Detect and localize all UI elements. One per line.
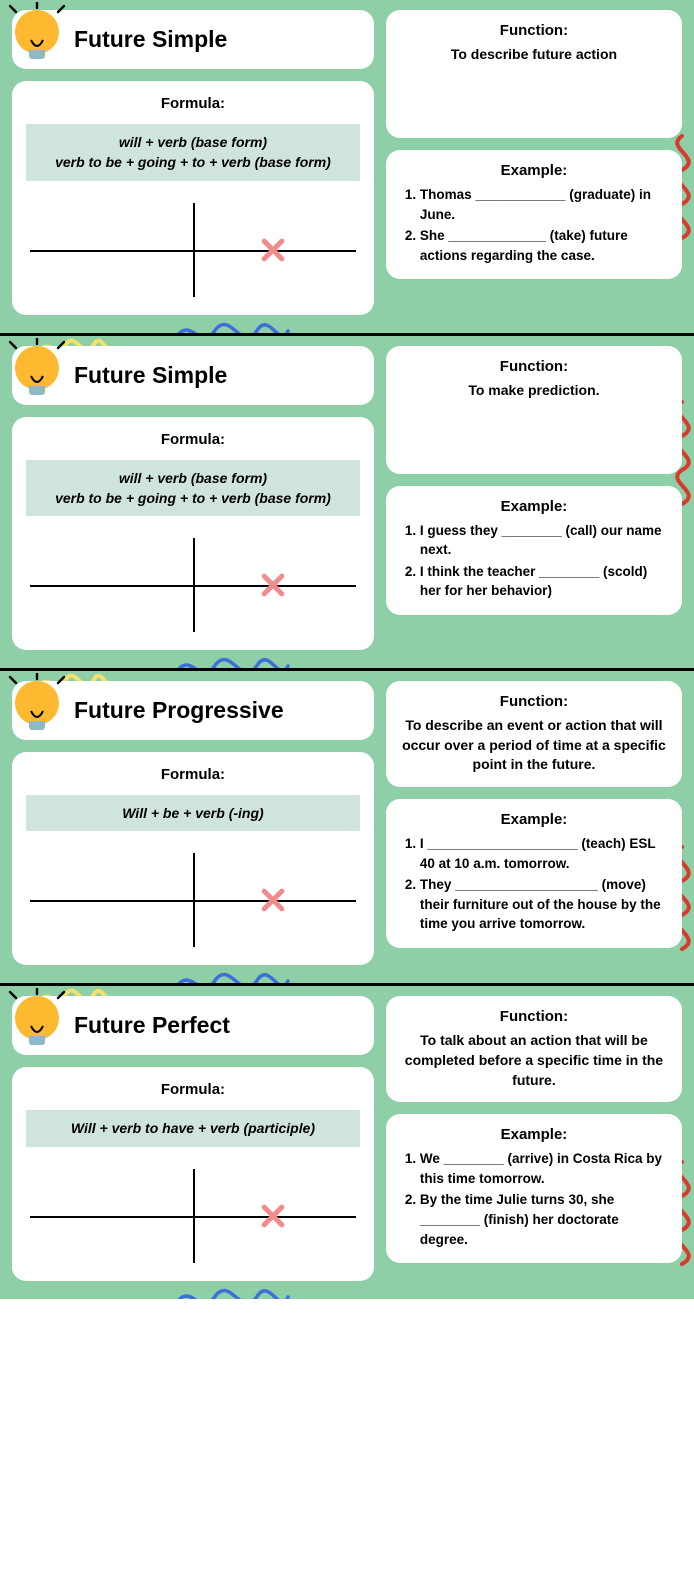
example-item: They ___________________ (move) their fu… xyxy=(420,875,668,934)
formula-text: will + verb (base form)verb to be + goin… xyxy=(26,124,360,181)
example-label: Example: xyxy=(400,1126,668,1143)
formula-card: Formula: Will + be + verb (-ing) xyxy=(12,752,374,965)
function-label: Function: xyxy=(400,693,668,710)
tense-panel: Future Perfect Formula: Will + verb to h… xyxy=(0,983,694,1298)
function-text: To make prediction. xyxy=(400,381,668,401)
lightbulb-icon xyxy=(6,673,68,735)
example-card: Example: Thomas ____________ (graduate) … xyxy=(386,150,682,279)
timeline-diagram xyxy=(26,1161,360,1271)
timeline-x-marker-icon xyxy=(257,1200,289,1232)
function-card: Function: To talk about an action that w… xyxy=(386,996,682,1102)
title-card: Future Progressive xyxy=(12,681,374,740)
example-item: I guess they ________ (call) our name ne… xyxy=(420,521,668,560)
example-item: By the time Julie turns 30, she ________… xyxy=(420,1190,668,1249)
example-list: Thomas ____________ (graduate) in June.S… xyxy=(400,185,668,265)
title-card: Future Simple xyxy=(12,10,374,69)
formula-card: Formula: will + verb (base form)verb to … xyxy=(12,417,374,651)
function-card: Function: To make prediction. xyxy=(386,346,682,474)
formula-label: Formula: xyxy=(161,766,225,783)
function-card: Function: To describe future action xyxy=(386,10,682,138)
timeline-vertical-line xyxy=(193,1169,195,1263)
formula-card: Formula: will + verb (base form)verb to … xyxy=(12,81,374,315)
example-item: We ________ (arrive) in Costa Rica by th… xyxy=(420,1149,668,1188)
example-label: Example: xyxy=(400,811,668,828)
formula-card: Formula: Will + verb to have + verb (par… xyxy=(12,1067,374,1280)
function-text: To talk about an action that will be com… xyxy=(400,1031,668,1090)
title-card: Future Simple xyxy=(12,346,374,405)
timeline-diagram xyxy=(26,195,360,305)
tense-panel: Future Progressive Formula: Will + be + … xyxy=(0,668,694,983)
tense-title: Future Perfect xyxy=(74,1012,230,1039)
formula-text: Will + be + verb (-ing) xyxy=(26,795,360,831)
function-text: To describe an event or action that will… xyxy=(400,716,668,775)
formula-label: Formula: xyxy=(161,95,225,112)
formula-text: Will + verb to have + verb (participle) xyxy=(26,1110,360,1146)
example-list: I guess they ________ (call) our name ne… xyxy=(400,521,668,601)
example-label: Example: xyxy=(400,498,668,515)
title-card: Future Perfect xyxy=(12,996,374,1055)
lightbulb-icon xyxy=(6,338,68,400)
example-item: I ____________________ (teach) ESL 40 at… xyxy=(420,834,668,873)
function-label: Function: xyxy=(400,358,668,375)
timeline-vertical-line xyxy=(193,853,195,947)
tense-panel: Future Simple Formula: will + verb (base… xyxy=(0,333,694,669)
example-card: Example: I guess they ________ (call) ou… xyxy=(386,486,682,615)
example-item: Thomas ____________ (graduate) in June. xyxy=(420,185,668,224)
tense-title: Future Simple xyxy=(74,362,227,389)
formula-text: will + verb (base form)verb to be + goin… xyxy=(26,460,360,517)
example-list: I ____________________ (teach) ESL 40 at… xyxy=(400,834,668,934)
example-label: Example: xyxy=(400,162,668,179)
timeline-diagram xyxy=(26,530,360,640)
function-label: Function: xyxy=(400,1008,668,1025)
tense-panel: Future Simple Formula: will + verb (base… xyxy=(0,0,694,333)
timeline-vertical-line xyxy=(193,203,195,297)
timeline-x-marker-icon xyxy=(257,884,289,916)
tense-title: Future Progressive xyxy=(74,697,284,724)
lightbulb-icon xyxy=(6,988,68,1050)
timeline-diagram xyxy=(26,845,360,955)
timeline-x-marker-icon xyxy=(257,569,289,601)
example-card: Example: We ________ (arrive) in Costa R… xyxy=(386,1114,682,1263)
timeline-vertical-line xyxy=(193,538,195,632)
example-item: I think the teacher ________ (scold) her… xyxy=(420,562,668,601)
function-text: To describe future action xyxy=(400,45,668,65)
formula-label: Formula: xyxy=(161,431,225,448)
example-card: Example: I ____________________ (teach) … xyxy=(386,799,682,948)
function-label: Function: xyxy=(400,22,668,39)
lightbulb-icon xyxy=(6,2,68,64)
example-item: She _____________ (take) future actions … xyxy=(420,226,668,265)
formula-label: Formula: xyxy=(161,1081,225,1098)
timeline-x-marker-icon xyxy=(257,234,289,266)
function-card: Function: To describe an event or action… xyxy=(386,681,682,787)
tense-title: Future Simple xyxy=(74,26,227,53)
example-list: We ________ (arrive) in Costa Rica by th… xyxy=(400,1149,668,1249)
